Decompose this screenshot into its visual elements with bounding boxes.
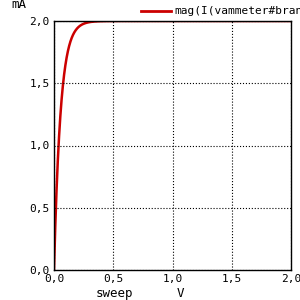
- Text: mA: mA: [11, 0, 26, 11]
- Text: sweep: sweep: [95, 287, 133, 300]
- Text: mag(I(vammeter#branch)): mag(I(vammeter#branch)): [174, 5, 300, 16]
- Text: V: V: [176, 287, 184, 300]
